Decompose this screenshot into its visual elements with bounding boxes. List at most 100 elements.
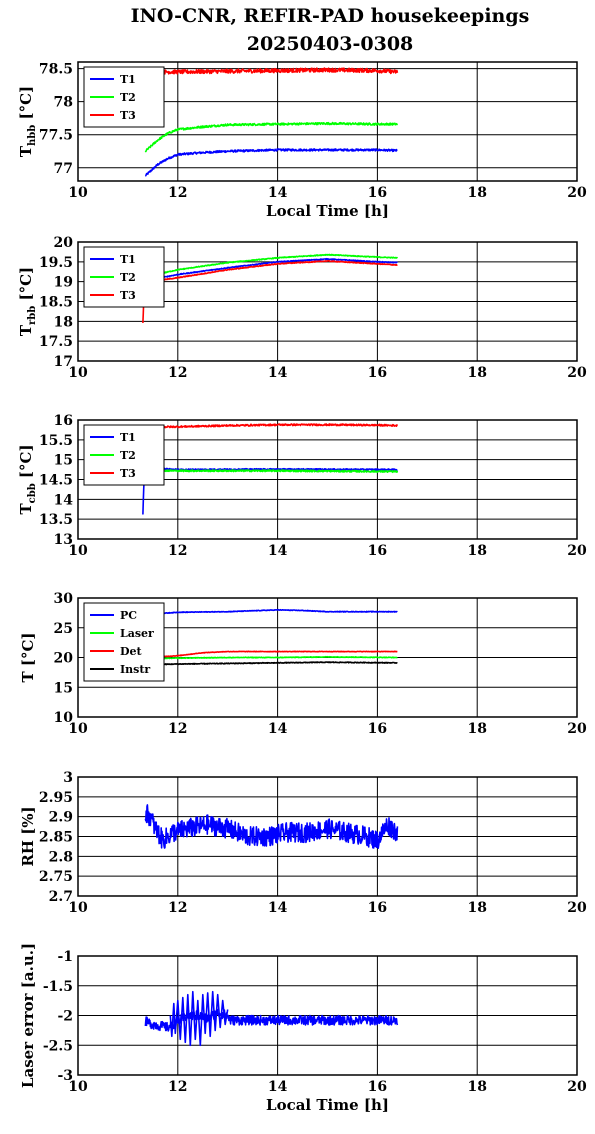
y-axis-label: Tcbb [°C]	[17, 444, 38, 514]
x-tick-label: 14	[268, 900, 288, 916]
y-axis-label: Trbb [°C]	[17, 267, 38, 336]
panel-3: 10 12 14 16 18 20 13 13.5 14 14.5 15 15.5 16 T1 T2 T3 Tc…	[17, 413, 587, 559]
x-tick-label: 18	[467, 185, 486, 201]
y-tick-label: 18	[54, 314, 73, 330]
panel-2: 10 12 14 16 18 20 17 17.5 18 18.5 19 19.5 20 T1 T2 T3 Tr…	[17, 235, 587, 381]
y-tick-label: -2	[57, 1009, 73, 1025]
legend-label: T2	[120, 271, 136, 284]
series-line-t3	[144, 423, 399, 429]
legend-label: Laser	[120, 627, 154, 640]
plot-frame	[77, 776, 578, 897]
legend-label: Instr	[120, 663, 150, 676]
series-line-laser	[144, 655, 398, 660]
y-tick-label: 13.5	[39, 512, 73, 528]
x-tick-label: 20	[567, 365, 587, 381]
x-tick-label: 16	[368, 543, 387, 559]
series-line-t2	[144, 253, 399, 281]
series-group	[144, 67, 399, 177]
series-line-t1	[144, 148, 398, 177]
y-axis-label: Laser error [a.u.]	[19, 943, 37, 1088]
x-tick-label: 20	[567, 900, 587, 916]
x-tick-label: 10	[68, 900, 88, 916]
series-line-t3	[142, 259, 398, 324]
legend-label: T2	[120, 91, 136, 104]
plot-frame	[77, 61, 578, 182]
series-line-2	[169, 990, 229, 1047]
y-tick-label: 20	[54, 651, 74, 667]
x-tick-label: 20	[567, 721, 587, 737]
panels-group: 10 12 14 16 18 20 77 77.5 78 78.5 T1 T2 T3 Thbb [°C] L…	[17, 61, 587, 1114]
x-tick-label: 12	[168, 543, 187, 559]
panel-4: 10 12 14 16 18 20 10 15 20 25 30 PC Laser Det Instr T […	[19, 591, 587, 737]
figure-subtitle: 20250403-0308	[247, 33, 414, 55]
x-tick-label: 14	[268, 1079, 288, 1095]
panel-5: 10 12 14 16 18 20 2.7 2.75 2.8 2.85 2.9 2.95 3 RH [%]	[19, 770, 587, 916]
legend-label: T1	[120, 73, 136, 86]
series-line-t1	[142, 467, 398, 515]
y-tick-label: -2.5	[43, 1038, 73, 1054]
x-tick-label: 14	[268, 543, 288, 559]
legend-label: T2	[120, 449, 136, 462]
y-tick-label: -3	[57, 1068, 73, 1084]
legend-label: T1	[120, 431, 136, 444]
series-line-det	[145, 650, 398, 659]
y-tick-label: 25	[54, 621, 73, 637]
plot-frame	[77, 241, 578, 362]
x-tick-label: 16	[368, 185, 387, 201]
y-tick-label: 2.7	[49, 889, 73, 905]
y-tick-label: 14	[54, 492, 74, 508]
legend-label: T3	[120, 109, 136, 122]
series-line-1	[144, 804, 399, 850]
x-tick-label: 12	[168, 1079, 187, 1095]
panel-1: 10 12 14 16 18 20 77 77.5 78 78.5 T1 T2 T3 Thbb [°C] L…	[17, 61, 587, 220]
y-tick-label: 15	[54, 453, 73, 469]
y-tick-label: 2.9	[49, 810, 73, 826]
x-tick-label: 10	[68, 1079, 88, 1095]
series-line-t3	[144, 67, 399, 75]
y-tick-label: 2.8	[49, 849, 73, 865]
y-tick-label: 77.5	[39, 128, 73, 144]
series-line-t1	[144, 257, 399, 285]
x-axis-label: Local Time [h]	[266, 1096, 389, 1114]
y-tick-label: 15.5	[39, 433, 73, 449]
x-axis-label: Local Time [h]	[266, 202, 389, 220]
panel-6: 10 12 14 16 18 20 -3 -2.5 -2 -1.5 -1 Laser error [a…	[19, 943, 587, 1114]
y-tick-label: 20	[54, 235, 74, 251]
x-tick-label: 10	[68, 543, 88, 559]
legend-label: PC	[120, 609, 137, 622]
y-tick-label: 10	[54, 710, 74, 726]
y-tick-label: 2.75	[39, 869, 73, 885]
y-tick-label: 3	[63, 770, 73, 786]
y-tick-label: 2.85	[39, 830, 73, 846]
x-tick-label: 18	[467, 1079, 486, 1095]
y-axis-label: T [°C]	[19, 632, 37, 682]
legend-label: Det	[120, 645, 143, 658]
x-tick-label: 12	[168, 900, 187, 916]
x-tick-label: 12	[168, 721, 187, 737]
x-tick-label: 14	[268, 365, 288, 381]
y-tick-label: 78.5	[39, 62, 73, 78]
x-tick-label: 10	[68, 185, 88, 201]
y-tick-label: -1	[57, 949, 73, 965]
x-tick-label: 18	[467, 365, 486, 381]
y-tick-label: 17.5	[39, 334, 73, 350]
y-tick-label: 14.5	[39, 473, 73, 489]
x-tick-label: 12	[168, 185, 187, 201]
series-group	[144, 608, 398, 666]
y-tick-label: 2.95	[39, 790, 73, 806]
series-group	[142, 253, 399, 324]
y-tick-label: 18.5	[39, 295, 73, 311]
x-tick-label: 16	[368, 721, 387, 737]
y-tick-label: 19	[54, 275, 73, 291]
x-tick-label: 14	[268, 721, 288, 737]
x-tick-label: 20	[567, 1079, 587, 1095]
series-group	[142, 423, 399, 515]
series-line-instr	[144, 661, 398, 666]
y-tick-label: 30	[54, 591, 74, 607]
x-tick-label: 18	[467, 900, 486, 916]
y-tick-label: 78	[54, 95, 73, 111]
y-tick-label: 13	[54, 532, 73, 548]
y-tick-label: 15	[54, 680, 73, 696]
legend-label: T3	[120, 467, 136, 480]
